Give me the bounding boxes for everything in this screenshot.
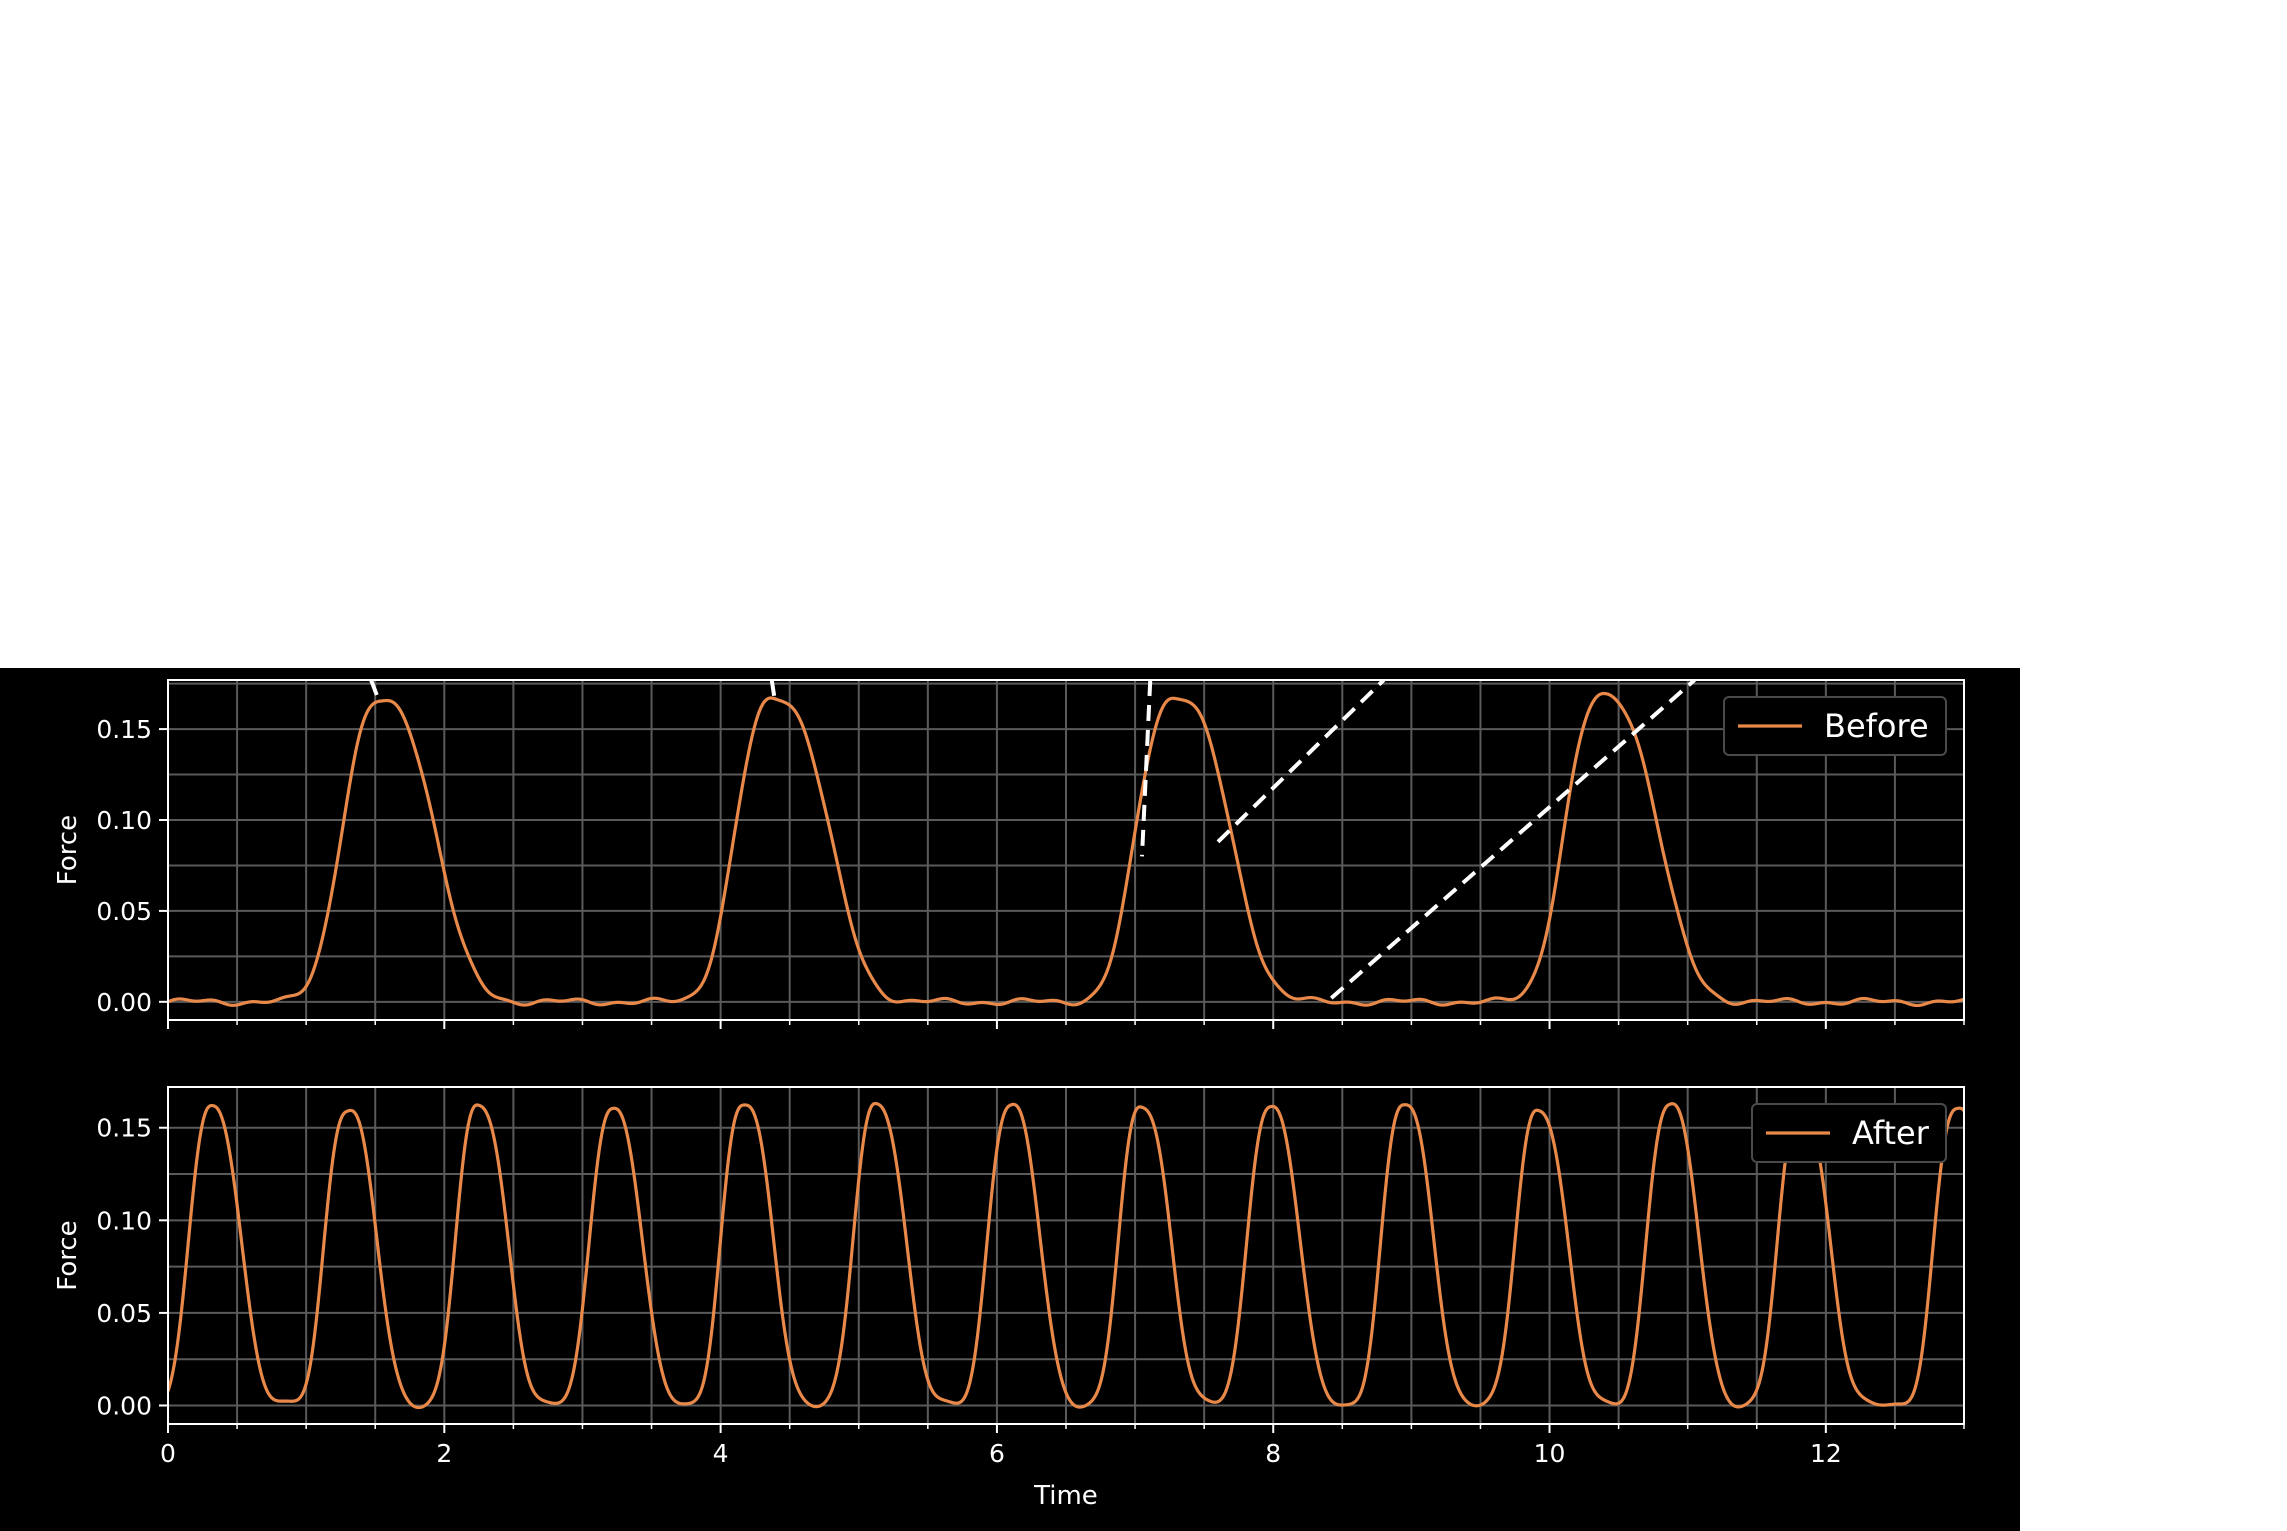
y-axis-label: Force [53, 815, 83, 885]
panel-1: 0.00 0.05 0.10 0.15 Force Before [53, 679, 1965, 1029]
dashed-annotation-3 [1139, 680, 1153, 857]
series-line-after [168, 1101, 1964, 1410]
y-tick-label: 0.10 [96, 1206, 152, 1235]
y-tick-label: 0.00 [96, 988, 152, 1017]
legend-label: After [1852, 1114, 1930, 1152]
x-tick-label: 10 [1534, 1439, 1566, 1468]
panel-2: 0 2 4 6 8 10 12 0.00 0.05 0.10 0.15 Force Time After [53, 1086, 1965, 1511]
legend-box [1723, 696, 1947, 756]
y-axis-label: Force [53, 1220, 83, 1290]
chart-background [0, 668, 2020, 1531]
x-tick-label: 0 [160, 1439, 176, 1468]
legend-box [1751, 1103, 1947, 1163]
x-tick-label: 8 [1265, 1439, 1281, 1468]
dashed-annotation-1 [369, 680, 380, 699]
x-axis-label: Time [1033, 1481, 1098, 1511]
dashed-annotation-5 [1329, 680, 1696, 1000]
legend-label: Before [1824, 707, 1929, 745]
x-tick-label: 2 [436, 1439, 452, 1468]
y-tick-label: 0.05 [96, 897, 152, 926]
legend: After [1751, 1103, 1947, 1163]
dashed-annotation-2 [769, 680, 777, 699]
y-tick-label: 0.15 [96, 715, 152, 744]
x-tick-label: 4 [713, 1439, 729, 1468]
x-tick-label: 12 [1810, 1439, 1842, 1468]
y-tick-label: 0.00 [96, 1391, 152, 1420]
y-tick-label: 0.10 [96, 806, 152, 835]
x-tick-label: 6 [989, 1439, 1005, 1468]
legend: Before [1723, 696, 1947, 756]
y-tick-label: 0.15 [96, 1114, 152, 1143]
series-line-before [168, 691, 1964, 1008]
dashed-annotation-4 [1216, 680, 1386, 844]
panels: 0.00 0.05 0.10 0.15 Force Before 0 2 4 6 8 10 12 0.00… [53, 679, 1965, 1511]
y-tick-label: 0.05 [96, 1299, 152, 1328]
